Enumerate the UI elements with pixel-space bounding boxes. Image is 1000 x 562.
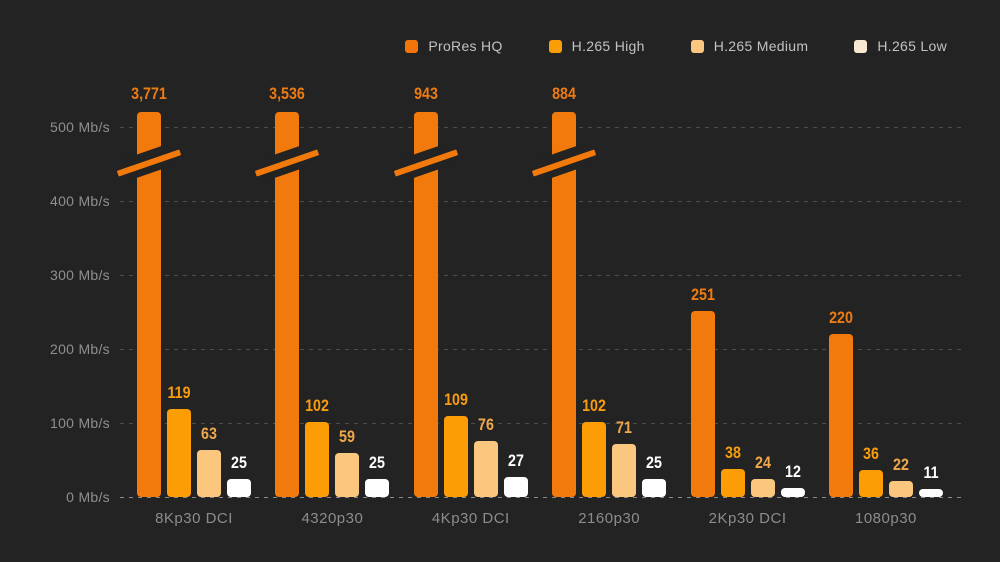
- bar-group-4320p30: 3,536 102 59 25 4320p30: [255, 84, 390, 527]
- bar-group-2kp30-dci: 251 38 24 12 2Kp30 DCI: [690, 112, 805, 527]
- gridline-300: [120, 274, 966, 276]
- legend-label: H.265 Medium: [713, 38, 809, 54]
- value-label: 943: [413, 84, 438, 103]
- bar-h-265-low-2160p30: 25: [642, 453, 667, 497]
- legend-item-h-265-medium: H.265 Medium: [690, 38, 809, 54]
- value-label: 102: [305, 395, 330, 415]
- legend-item-h-265-high: H.265 High: [548, 38, 645, 54]
- value-label: 12: [784, 462, 801, 482]
- bar-h-265-high-2kp30-dci: 38: [720, 443, 745, 497]
- y-axis-label-100: 100 Mb/s: [50, 415, 110, 431]
- category-label-1080p30: 1080p30: [855, 510, 917, 527]
- bar-h-265-medium-4kp30-dci: 76: [473, 415, 498, 497]
- bar-h-265-low-4320p30: 25: [365, 453, 390, 497]
- bar-h-265-medium-1080p30: 22: [888, 455, 913, 497]
- value-label: 27: [507, 451, 524, 471]
- bar-h-265-low-8kp30-dci: 25: [227, 453, 251, 497]
- gridline-200: [120, 348, 966, 350]
- legend: ProRes HQ H.265 High H.265 Medium H.265 Low: [405, 38, 947, 54]
- axis-break-stripe: [255, 149, 320, 177]
- value-label: 25: [369, 452, 386, 472]
- bar-h-265-high-8kp30-dci: 119: [167, 383, 191, 497]
- value-label: 102: [582, 395, 607, 415]
- bar-h-265-low-4kp30-dci: 27: [503, 451, 528, 497]
- value-label: 109: [443, 390, 468, 410]
- y-axis-label-0: 0 Mb/s: [66, 489, 110, 505]
- value-label: 22: [893, 454, 909, 474]
- legend-swatch-icon: [854, 39, 868, 53]
- bar-group-1080p30: 220 36 22 11 1080p30: [828, 112, 943, 527]
- value-label: 59: [339, 427, 356, 447]
- plot-area: [120, 0, 966, 498]
- value-label: 36: [863, 444, 879, 464]
- value-label: 76: [477, 414, 494, 434]
- bar-h-265-medium-8kp30-dci: 63: [197, 424, 221, 497]
- value-label: 11: [923, 462, 939, 482]
- legend-item-h-265-low: H.265 Low: [854, 38, 947, 54]
- bar-h-265-medium-2160p30: 71: [612, 418, 637, 497]
- bar-h-265-medium-4320p30: 59: [335, 427, 360, 497]
- bar-group-4kp30-dci: 943 109 76 27 4Kp30 DCI: [393, 84, 528, 527]
- bar-prores-hq-2160p30: 884: [531, 84, 597, 497]
- bar-prores-hq-4320p30: 3,536: [255, 84, 320, 497]
- gridline-0: [120, 496, 966, 498]
- legend-swatch-icon: [405, 39, 419, 53]
- value-label: 71: [616, 418, 633, 438]
- bar-h-265-medium-2kp30-dci: 24: [750, 453, 775, 497]
- category-label-2kp30-dci: 2Kp30 DCI: [708, 510, 787, 527]
- category-label-4kp30-dci: 4Kp30 DCI: [431, 510, 510, 527]
- category-label-2160p30: 2160p30: [578, 510, 641, 527]
- legend-label: H.265 High: [571, 38, 645, 54]
- category-label-8kp30-dci: 8Kp30 DCI: [155, 510, 233, 527]
- axis-break-stripe: [393, 149, 458, 177]
- value-label: 25: [646, 452, 663, 472]
- axis-break-icon: [393, 144, 459, 181]
- bar-prores-hq-1080p30: 220: [828, 308, 853, 497]
- y-axis-label-300: 300 Mb/s: [50, 267, 110, 283]
- bar-h-265-low-2kp30-dci: 12: [780, 462, 805, 497]
- value-label: 3,771: [131, 84, 167, 103]
- legend-item-prores-hq: ProRes HQ: [405, 38, 502, 54]
- y-axis-label-200: 200 Mb/s: [50, 341, 110, 357]
- axis-break-icon: [254, 144, 320, 181]
- value-label: 3,536: [269, 84, 306, 103]
- axis-break-stripe: [531, 149, 597, 177]
- bar-prores-hq-2kp30-dci: 251: [690, 285, 715, 497]
- axis-break-gap: [263, 144, 312, 180]
- legend-label: H.265 Low: [877, 38, 947, 54]
- value-label: 251: [690, 285, 715, 305]
- value-label: 38: [724, 442, 741, 462]
- bar-h-265-high-2160p30: 102: [582, 396, 607, 497]
- axis-break-gap: [401, 144, 451, 180]
- bar-h-265-high-4320p30: 102: [305, 396, 330, 497]
- bar-prores-hq-8kp30-dci: 3,771: [116, 84, 182, 497]
- y-axis-label-400: 400 Mb/s: [50, 193, 110, 209]
- y-axis-label-500: 500 Mb/s: [50, 119, 110, 135]
- value-label: 63: [201, 424, 217, 444]
- axis-break-icon: [531, 144, 597, 181]
- gridline-100: [120, 422, 966, 424]
- value-label: 25: [231, 452, 247, 472]
- bar-group-8kp30-dci: 3,771 119 63 25 8Kp30 DCI: [116, 84, 251, 527]
- bar-h-265-high-1080p30: 36: [858, 444, 883, 497]
- value-label: 119: [167, 382, 191, 402]
- legend-swatch-icon: [548, 39, 562, 53]
- bar-groups: 3,771 119 63 25 8Kp30 DCI 3,536 102 59 25 4320p30…: [116, 84, 943, 527]
- value-label: 24: [754, 453, 771, 473]
- value-label: 884: [552, 84, 577, 103]
- bar-h-265-high-4kp30-dci: 109: [443, 390, 468, 497]
- axis-break-gap: [539, 144, 589, 180]
- bar-h-265-low-1080p30: 11: [918, 463, 943, 497]
- gridline-400: [120, 200, 966, 202]
- gridline-500: [120, 126, 966, 128]
- category-label-4320p30: 4320p30: [301, 510, 364, 527]
- value-label: 220: [829, 308, 853, 328]
- legend-label: ProRes HQ: [428, 38, 503, 54]
- legend-swatch-icon: [690, 39, 704, 53]
- bar-prores-hq-4kp30-dci: 943: [393, 84, 458, 497]
- bar-group-2160p30: 884 102 71 25 2160p30: [531, 84, 667, 527]
